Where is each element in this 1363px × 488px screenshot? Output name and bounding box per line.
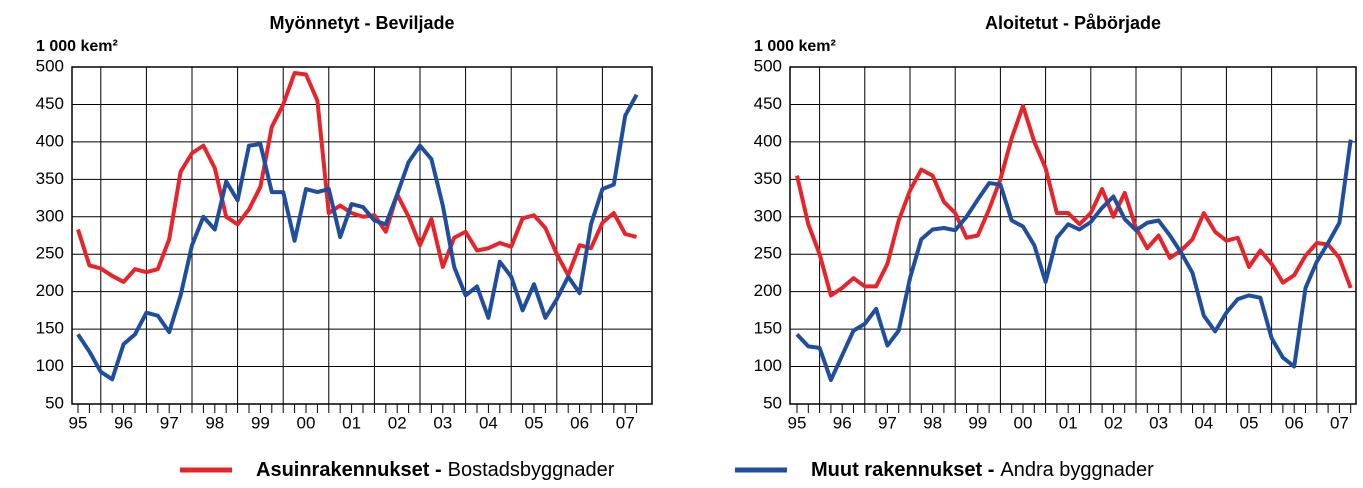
x-tick-label: 97: [878, 413, 897, 432]
y-tick-label: 150: [36, 319, 64, 338]
x-tick-label: 95: [788, 413, 807, 432]
x-tick-label: 99: [251, 413, 270, 432]
y-tick-label: 250: [36, 244, 64, 263]
x-tick-label: 98: [205, 413, 224, 432]
legend-label: Muut rakennukset - Andra byggnader: [811, 459, 1154, 481]
series-line: [76, 70, 638, 284]
series-line: [795, 103, 1353, 298]
legend-bold: Muut rakennukset -: [811, 459, 994, 481]
y-tick-label: 300: [36, 206, 64, 225]
x-tick-label: 05: [1240, 413, 1259, 432]
y-tick-label: 400: [36, 131, 64, 150]
y-tick-label: 350: [36, 169, 64, 188]
x-tick-label: 02: [388, 413, 407, 432]
y-tick-label: 50: [763, 393, 782, 412]
y-tick-label: 500: [36, 56, 64, 75]
plot-frame: [71, 66, 653, 405]
y-tick-label: 450: [36, 94, 64, 113]
x-tick-label: 95: [69, 413, 88, 432]
x-tick-label: 03: [433, 413, 452, 432]
x-tick-label: 96: [833, 413, 852, 432]
y-tick-label: 200: [36, 281, 64, 300]
x-tick-label: 06: [570, 413, 589, 432]
x-tick-label: 04: [1194, 413, 1213, 432]
x-tick-label: 99: [968, 413, 987, 432]
x-tick-label: 96: [114, 413, 133, 432]
y-tick-label: 350: [754, 169, 782, 188]
legend-text: Andra byggnader: [1000, 459, 1154, 481]
x-tick-label: 98: [923, 413, 942, 432]
x-tick-label: 01: [342, 413, 361, 432]
y-tick-label: 100: [754, 356, 782, 375]
x-tick-label: 02: [1104, 413, 1123, 432]
y-tick-label: 400: [754, 131, 782, 150]
y-axis-label: 1 000 kem²: [36, 38, 118, 55]
chart-title: Aloitetut - Påbörjade: [985, 13, 1161, 33]
y-tick-label: 100: [36, 356, 64, 375]
x-tick-label: 04: [479, 413, 498, 432]
y-tick-label: 500: [754, 56, 782, 75]
x-tick-label: 00: [1014, 413, 1033, 432]
x-tick-label: 97: [160, 413, 179, 432]
x-tick-label: 03: [1149, 413, 1168, 432]
y-axis-label: 1 000 kem²: [754, 38, 836, 55]
x-tick-label: 00: [297, 413, 316, 432]
legend-text: Bostadsbyggnader: [448, 459, 615, 481]
series-line: [795, 139, 1353, 383]
y-tick-label: 150: [754, 319, 782, 338]
x-tick-label: 05: [525, 413, 544, 432]
chart-title: Myönnetyt - Beviljade: [269, 13, 454, 33]
y-tick-label: 300: [754, 206, 782, 225]
x-tick-label: 06: [1285, 413, 1304, 432]
legend-label: Asuinrakennukset - Bostadsbyggnader: [256, 459, 615, 481]
series-line: [76, 93, 639, 382]
x-tick-label: 07: [616, 413, 635, 432]
plot-frame: [789, 66, 1357, 405]
y-tick-label: 200: [754, 281, 782, 300]
x-tick-label: 01: [1059, 413, 1078, 432]
legend-bold: Asuinrakennukset -: [256, 459, 442, 481]
x-tick-label: 07: [1330, 413, 1349, 432]
y-tick-label: 250: [754, 244, 782, 263]
y-tick-label: 450: [754, 94, 782, 113]
y-tick-label: 50: [45, 393, 64, 412]
